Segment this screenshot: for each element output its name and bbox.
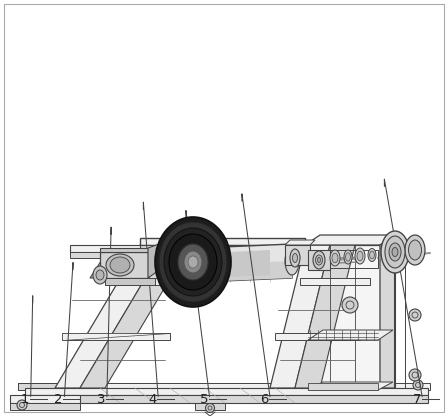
Polygon shape bbox=[380, 235, 395, 388]
Ellipse shape bbox=[332, 253, 338, 263]
Ellipse shape bbox=[159, 222, 227, 302]
Polygon shape bbox=[105, 278, 185, 285]
Polygon shape bbox=[275, 333, 360, 340]
Text: 7: 7 bbox=[413, 393, 421, 406]
Ellipse shape bbox=[330, 250, 340, 266]
Polygon shape bbox=[285, 240, 315, 245]
Polygon shape bbox=[285, 245, 310, 265]
Polygon shape bbox=[25, 395, 428, 403]
Ellipse shape bbox=[368, 248, 376, 262]
Text: 2: 2 bbox=[54, 393, 62, 406]
Ellipse shape bbox=[110, 257, 130, 273]
Circle shape bbox=[413, 380, 423, 390]
Polygon shape bbox=[55, 245, 165, 388]
Polygon shape bbox=[230, 250, 270, 277]
Ellipse shape bbox=[315, 255, 323, 265]
Ellipse shape bbox=[164, 228, 222, 296]
Circle shape bbox=[409, 369, 421, 381]
Polygon shape bbox=[70, 245, 140, 252]
Polygon shape bbox=[200, 244, 292, 282]
Ellipse shape bbox=[357, 251, 363, 261]
Polygon shape bbox=[308, 382, 393, 390]
Ellipse shape bbox=[188, 256, 198, 268]
Polygon shape bbox=[18, 383, 70, 390]
Circle shape bbox=[17, 400, 27, 410]
Circle shape bbox=[342, 297, 358, 313]
Ellipse shape bbox=[285, 247, 299, 275]
Ellipse shape bbox=[355, 248, 365, 264]
Polygon shape bbox=[300, 278, 370, 285]
Ellipse shape bbox=[184, 251, 202, 273]
Text: 1: 1 bbox=[21, 393, 29, 406]
Polygon shape bbox=[105, 278, 155, 285]
Ellipse shape bbox=[385, 236, 405, 268]
Polygon shape bbox=[25, 388, 428, 395]
Ellipse shape bbox=[389, 243, 401, 261]
Polygon shape bbox=[90, 255, 125, 278]
Ellipse shape bbox=[293, 253, 297, 262]
Polygon shape bbox=[200, 261, 292, 282]
Ellipse shape bbox=[318, 258, 320, 262]
Polygon shape bbox=[295, 245, 355, 388]
Ellipse shape bbox=[381, 231, 409, 273]
Polygon shape bbox=[140, 238, 305, 245]
Polygon shape bbox=[10, 403, 80, 410]
Polygon shape bbox=[80, 245, 190, 388]
Polygon shape bbox=[270, 245, 330, 388]
Polygon shape bbox=[100, 252, 148, 278]
Polygon shape bbox=[308, 383, 378, 390]
Ellipse shape bbox=[370, 251, 375, 259]
Polygon shape bbox=[140, 245, 305, 252]
Ellipse shape bbox=[191, 248, 209, 282]
Polygon shape bbox=[18, 383, 430, 390]
Ellipse shape bbox=[106, 254, 134, 276]
Polygon shape bbox=[305, 245, 380, 388]
Ellipse shape bbox=[345, 253, 350, 261]
Ellipse shape bbox=[93, 266, 107, 284]
Polygon shape bbox=[308, 250, 330, 270]
Text: 6: 6 bbox=[260, 393, 268, 406]
Text: 5: 5 bbox=[200, 393, 208, 406]
Circle shape bbox=[206, 404, 215, 413]
Ellipse shape bbox=[169, 234, 217, 290]
Ellipse shape bbox=[96, 270, 104, 280]
Ellipse shape bbox=[155, 217, 231, 307]
Polygon shape bbox=[195, 403, 225, 410]
Circle shape bbox=[409, 309, 421, 321]
Polygon shape bbox=[308, 330, 393, 340]
Ellipse shape bbox=[392, 248, 398, 257]
Ellipse shape bbox=[405, 235, 425, 265]
Ellipse shape bbox=[409, 240, 422, 260]
Text: 4: 4 bbox=[148, 393, 156, 406]
Polygon shape bbox=[62, 333, 170, 340]
Ellipse shape bbox=[178, 244, 208, 280]
Polygon shape bbox=[100, 248, 148, 252]
Ellipse shape bbox=[313, 251, 325, 269]
Polygon shape bbox=[62, 333, 170, 340]
Polygon shape bbox=[148, 243, 162, 278]
Ellipse shape bbox=[290, 249, 300, 267]
Polygon shape bbox=[70, 252, 140, 258]
Ellipse shape bbox=[344, 250, 352, 264]
Polygon shape bbox=[305, 235, 395, 245]
Text: 3: 3 bbox=[97, 393, 105, 406]
Polygon shape bbox=[10, 395, 80, 403]
